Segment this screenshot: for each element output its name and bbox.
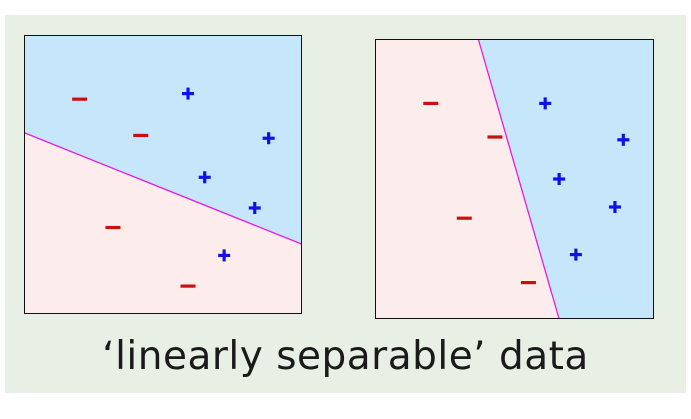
minus-marker-left-1	[72, 97, 88, 101]
minus-marker-right-1	[423, 101, 439, 105]
scatter-plot-left	[24, 35, 302, 314]
plus-marker-left-2	[262, 132, 275, 145]
plus-marker-right-3	[553, 173, 566, 185]
slide-caption: ‘linearly separable’ data	[102, 334, 589, 379]
minus-marker-right-4	[520, 281, 536, 285]
minus-marker-right-2	[487, 135, 503, 139]
minus-marker-left-3	[105, 225, 121, 230]
plus-marker-right-5	[569, 248, 582, 261]
positive-region-right	[478, 39, 654, 319]
plus-marker-right-2	[617, 133, 630, 146]
plus-marker-left-4	[248, 201, 261, 214]
plot-frame-right	[375, 39, 654, 319]
minus-marker-left-2	[133, 133, 149, 138]
plus-marker-left-3	[198, 171, 211, 184]
scatter-plot-right	[375, 39, 654, 319]
plus-marker-left-1	[182, 87, 195, 100]
minus-marker-left-4	[180, 284, 196, 288]
plus-marker-right-1	[539, 97, 552, 110]
plus-marker-left-5	[218, 249, 231, 262]
plot-frame-left	[24, 35, 302, 314]
plus-marker-right-4	[608, 201, 621, 213]
decision-boundary-right	[477, 39, 560, 319]
decision-boundary-left	[24, 132, 302, 245]
minus-marker-right-3	[456, 216, 472, 220]
positive-region-left	[24, 35, 302, 245]
